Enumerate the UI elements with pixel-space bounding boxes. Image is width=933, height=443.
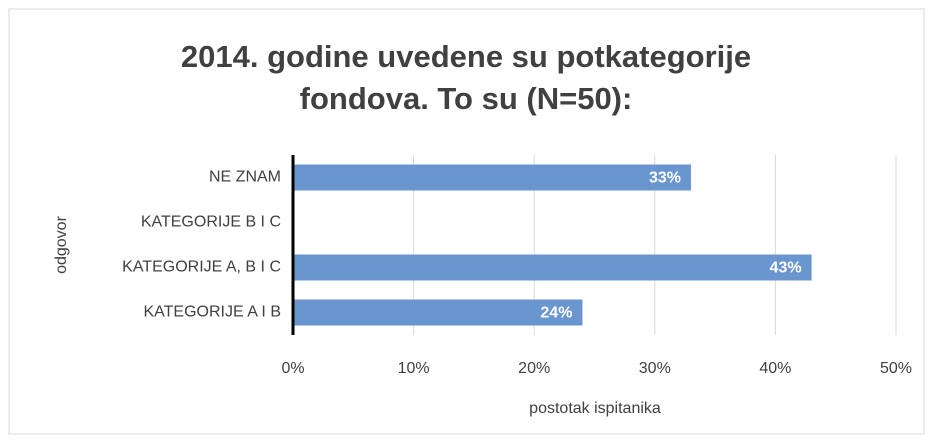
bar: [293, 164, 691, 191]
data-label: 33%: [649, 170, 681, 187]
x-tick-label: 30%: [639, 360, 671, 377]
data-label: 24%: [540, 305, 572, 322]
chart-title: 2014. godine uvedene su potkategorije fo…: [180, 39, 752, 116]
x-tick-label: 10%: [398, 360, 430, 377]
bar: [293, 299, 583, 326]
x-tick-label: 40%: [759, 360, 791, 377]
y-tick-label: NE ZNAM: [209, 169, 281, 186]
x-tick-label: 50%: [880, 360, 912, 377]
y-tick-label: KATEGORIJE A I B: [143, 304, 281, 321]
bar: [293, 254, 812, 281]
x-tick-label: 0%: [281, 360, 304, 377]
x-tick-label: 20%: [518, 360, 550, 377]
y-axis-label: odgovor: [53, 215, 70, 273]
chart-border: [8, 8, 925, 435]
y-tick-label: KATEGORIJE A, B I C: [122, 259, 281, 276]
data-label: 43%: [770, 260, 802, 277]
x-axis-label: postotak ispitanika: [529, 400, 661, 417]
y-tick-label: KATEGORIJE B I C: [141, 214, 281, 231]
